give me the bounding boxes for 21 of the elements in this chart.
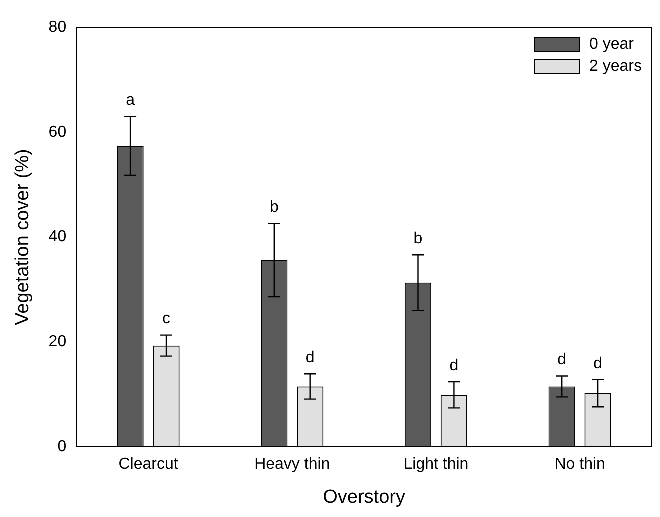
annotation: b	[414, 230, 423, 248]
y-tick-label: 80	[48, 19, 67, 36]
x-tick-label: Clearcut	[118, 456, 179, 474]
x-tick-label: Heavy thin	[254, 456, 330, 474]
y-tick-label: 60	[48, 124, 67, 141]
annotation: d	[558, 352, 567, 369]
annotation: a	[126, 92, 136, 110]
annotation: d	[306, 350, 315, 367]
x-tick-label: Light thin	[404, 456, 469, 474]
annotation: c	[162, 310, 171, 328]
annotation: d	[594, 355, 603, 372]
y-tick-label: 20	[48, 334, 67, 351]
y-tick-label: 0	[58, 438, 67, 456]
annotation: d	[450, 357, 459, 374]
x-tick-label: No thin	[554, 456, 606, 474]
y-axis-title: Vegetation cover (%)	[12, 149, 34, 326]
x-axis-title: Overstory	[323, 486, 406, 508]
y-tick-label: 40	[48, 228, 67, 246]
legend-label: 2 years	[590, 58, 642, 76]
annotation: b	[270, 199, 279, 216]
legend-label: 0 year	[590, 36, 635, 54]
